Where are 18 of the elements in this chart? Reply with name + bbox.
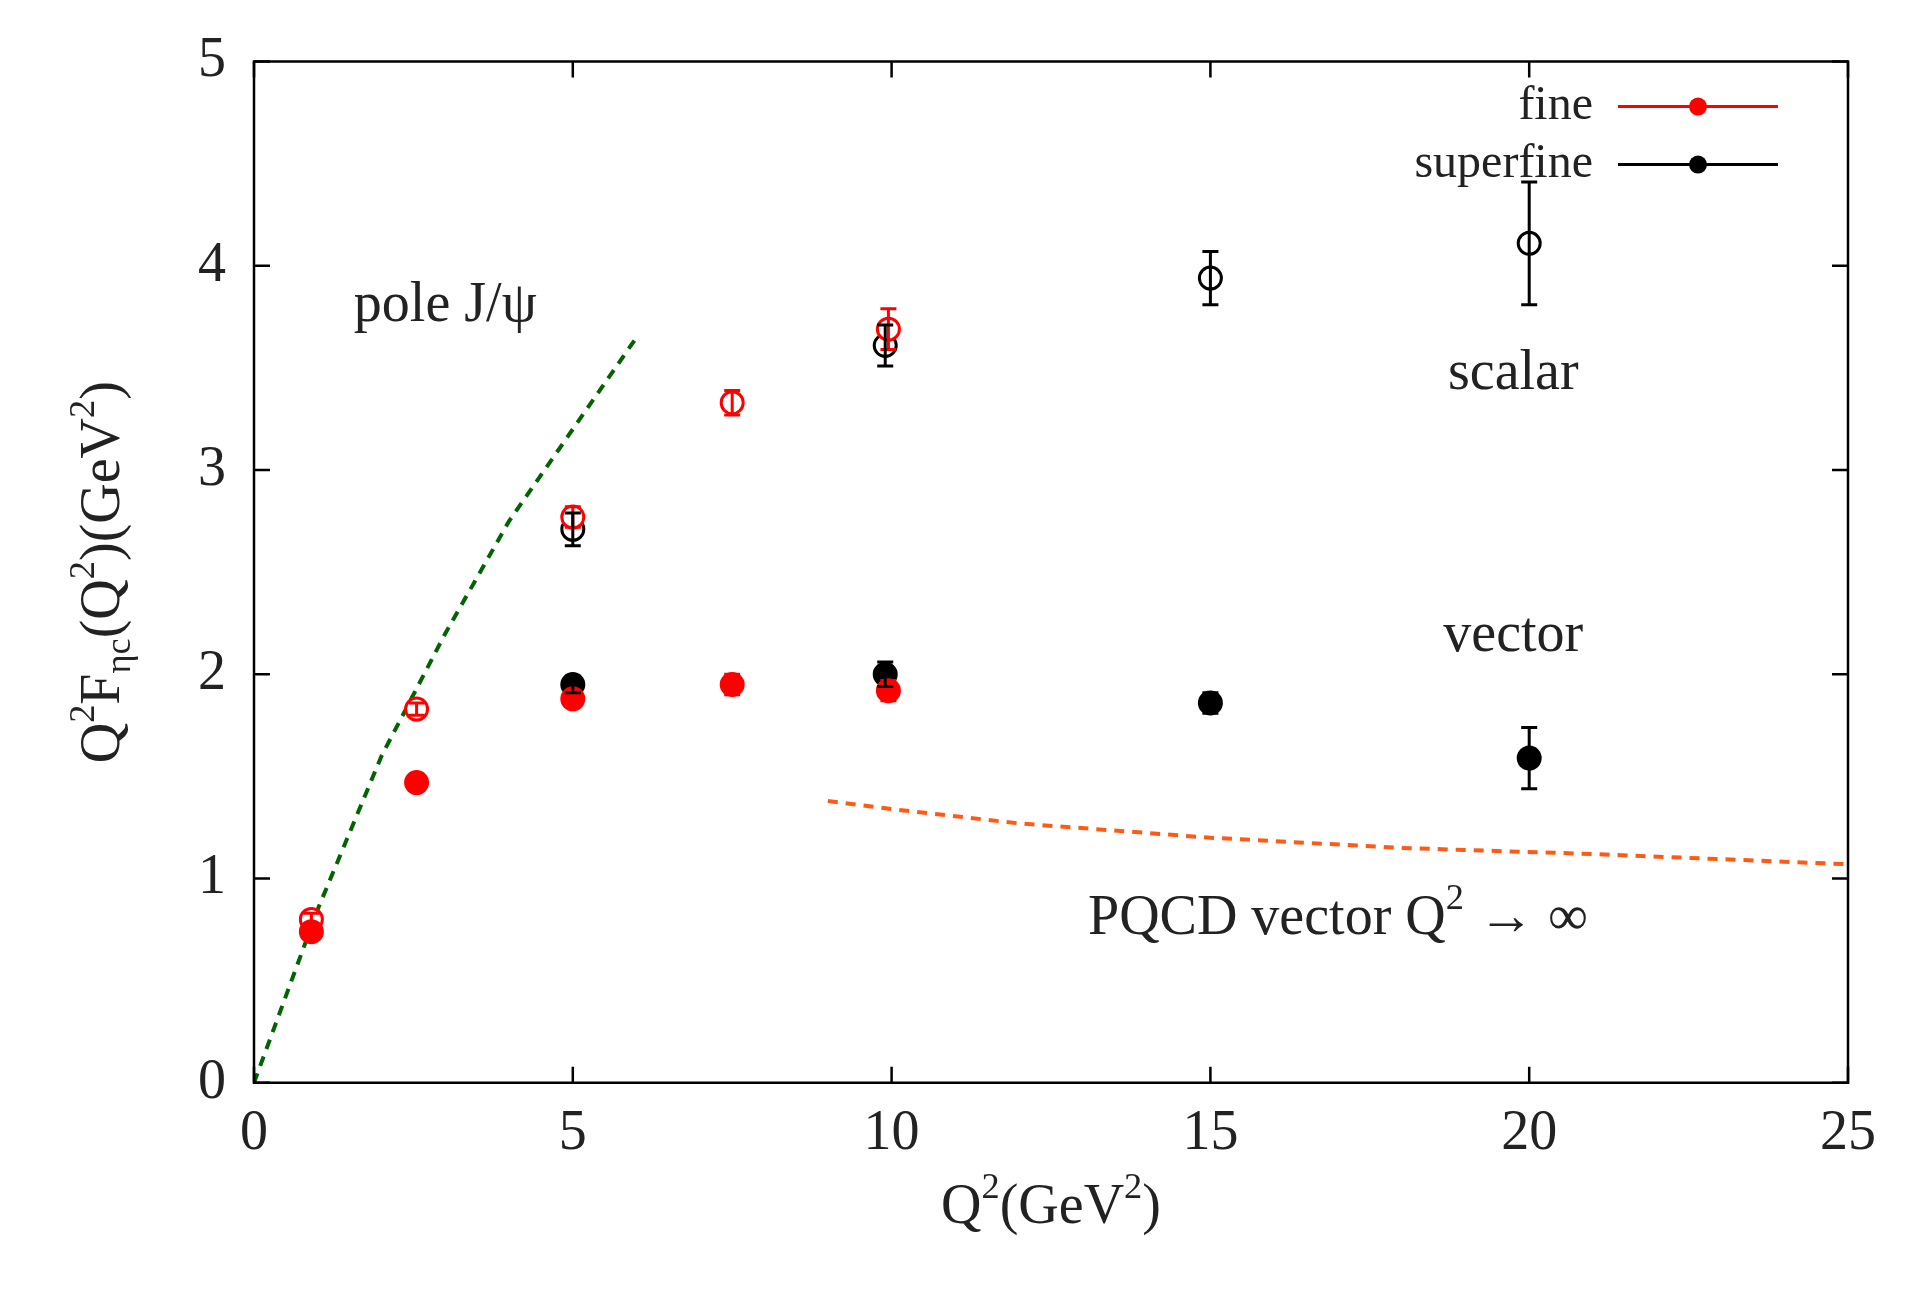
legend-label: superfine <box>1414 134 1593 188</box>
x-tick-label: 0 <box>240 1099 268 1162</box>
x-tick-label: 20 <box>1501 1099 1558 1162</box>
y-tick-label: 3 <box>198 434 226 497</box>
x-tick-label: 25 <box>1820 1099 1876 1162</box>
y-tick-label: 5 <box>198 26 226 89</box>
x-tick-label: 10 <box>863 1099 920 1162</box>
annotation: scalar <box>1447 338 1579 401</box>
y-tick-label: 0 <box>198 1047 226 1110</box>
y-tick-label: 4 <box>198 230 226 293</box>
text: Q2Fηc(Q2)(GeV2) <box>61 381 139 764</box>
legend-label: fine <box>1518 76 1593 130</box>
y-tick-label: 2 <box>198 639 226 702</box>
annotation: vector <box>1443 601 1584 664</box>
y-tick-label: 1 <box>198 843 226 906</box>
x-tick-label: 15 <box>1182 1099 1239 1162</box>
x-tick-label: 5 <box>558 1099 587 1162</box>
annotation: pole J/ψ <box>353 271 537 334</box>
